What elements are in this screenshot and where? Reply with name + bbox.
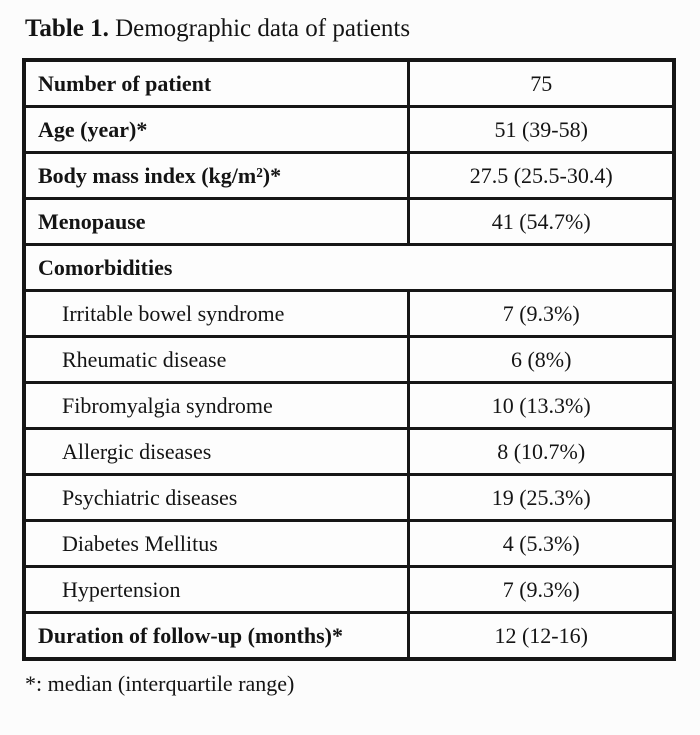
table-row: Diabetes Mellitus 4 (5.3%) <box>22 519 676 568</box>
table-row: Rheumatic disease 6 (8%) <box>22 335 676 384</box>
table-row: Hypertension 7 (9.3%) <box>22 565 676 614</box>
table-row: Irritable bowel syndrome 7 (9.3%) <box>22 289 676 338</box>
table-section-row: Comorbidities <box>22 243 676 292</box>
table-row: Allergic diseases 8 (10.7%) <box>22 427 676 476</box>
row-value: 27.5 (25.5-30.4) <box>407 151 676 200</box>
table-caption: Table 1. Demographic data of patients <box>25 14 410 44</box>
row-value: 6 (8%) <box>407 335 676 384</box>
table-row: Body mass index (kg/m²)* 27.5 (25.5-30.4… <box>22 151 676 200</box>
row-value: 7 (9.3%) <box>407 289 676 338</box>
section-header-label: Comorbidities <box>22 243 676 292</box>
row-label: Body mass index (kg/m²)* <box>22 151 411 200</box>
table-row: Psychiatric diseases 19 (25.3%) <box>22 473 676 522</box>
table-row: Fibromyalgia syndrome 10 (13.3%) <box>22 381 676 430</box>
row-label: Hypertension <box>22 565 411 614</box>
row-label: Rheumatic disease <box>22 335 411 384</box>
row-value: 8 (10.7%) <box>407 427 676 476</box>
row-label: Allergic diseases <box>22 427 411 476</box>
row-value: 41 (54.7%) <box>407 197 676 246</box>
table-caption-number: Table 1. <box>25 15 109 42</box>
row-label: Age (year)* <box>22 105 411 154</box>
row-value: 10 (13.3%) <box>407 381 676 430</box>
table-row: Duration of follow-up (months)* 12 (12-1… <box>22 611 676 661</box>
row-label: Irritable bowel syndrome <box>22 289 411 338</box>
row-label: Fibromyalgia syndrome <box>22 381 411 430</box>
row-label: Number of patient <box>22 58 411 108</box>
row-label: Diabetes Mellitus <box>22 519 411 568</box>
table-caption-text: Demographic data of patients <box>115 15 411 42</box>
row-label: Psychiatric diseases <box>22 473 411 522</box>
table-row: Age (year)* 51 (39-58) <box>22 105 676 154</box>
demographic-table: Number of patient 75 Age (year)* 51 (39-… <box>22 58 676 661</box>
row-value: 75 <box>407 58 676 108</box>
row-label: Duration of follow-up (months)* <box>22 611 411 661</box>
table-row: Menopause 41 (54.7%) <box>22 197 676 246</box>
row-value: 4 (5.3%) <box>407 519 676 568</box>
row-value: 12 (12-16) <box>407 611 676 661</box>
table-footnote: *: median (interquartile range) <box>25 671 295 696</box>
row-value: 19 (25.3%) <box>407 473 676 522</box>
row-value: 7 (9.3%) <box>407 565 676 614</box>
row-label: Menopause <box>22 197 411 246</box>
row-value: 51 (39-58) <box>407 105 676 154</box>
table-row: Number of patient 75 <box>22 58 676 108</box>
